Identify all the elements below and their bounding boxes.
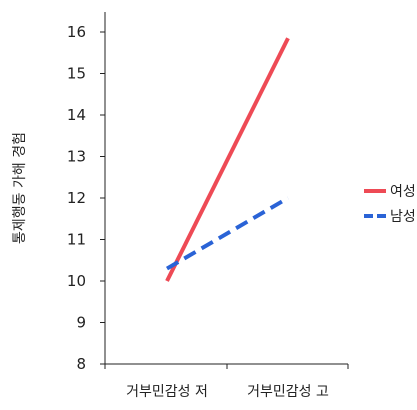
y-tick-label: 9 — [76, 314, 86, 332]
y-tick-label: 16 — [67, 23, 86, 41]
y-tick-label: 15 — [67, 65, 86, 83]
y-tick-label: 13 — [67, 148, 86, 166]
y-tick-label: 14 — [67, 106, 86, 124]
series-line-0 — [165, 37, 290, 282]
y-tick-label: 8 — [76, 355, 86, 373]
legend-label: 여성 — [390, 184, 416, 200]
y-tick-label: 10 — [67, 272, 86, 290]
series-lines — [165, 37, 290, 282]
x-category-label: 거부민감성 고 — [247, 384, 329, 400]
y-axis-title: 통제행동 가해 경험 — [12, 132, 28, 244]
x-ticks: 거부민감성 저 거부민감성 고 — [104, 364, 349, 400]
axes — [104, 12, 348, 365]
y-tick-label: 12 — [67, 189, 86, 207]
y-ticks: 8 9 10 11 12 13 14 15 16 — [67, 23, 105, 373]
series-line-1 — [165, 196, 290, 271]
legend-label: 남성 — [390, 209, 416, 225]
y-tick-label: 11 — [67, 231, 86, 249]
x-category-label: 거부민감성 저 — [126, 384, 208, 400]
